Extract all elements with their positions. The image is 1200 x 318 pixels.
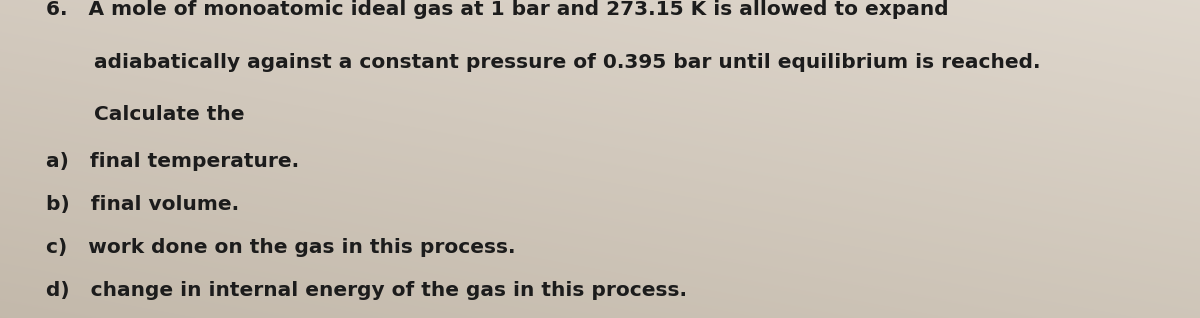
Text: c)   work done on the gas in this process.: c) work done on the gas in this process. [46,238,515,257]
Text: a)   final temperature.: a) final temperature. [46,152,299,171]
Text: Calculate the: Calculate the [94,106,244,124]
Text: adiabatically against a constant pressure of 0.395 bar until equilibrium is reac: adiabatically against a constant pressur… [94,53,1040,72]
Text: b)   final volume.: b) final volume. [46,195,239,214]
Text: d)   change in internal energy of the gas in this process.: d) change in internal energy of the gas … [46,281,686,300]
Text: 6.   A mole of monoatomic ideal gas at 1 bar and 273.15 K is allowed to expand: 6. A mole of monoatomic ideal gas at 1 b… [46,0,948,19]
